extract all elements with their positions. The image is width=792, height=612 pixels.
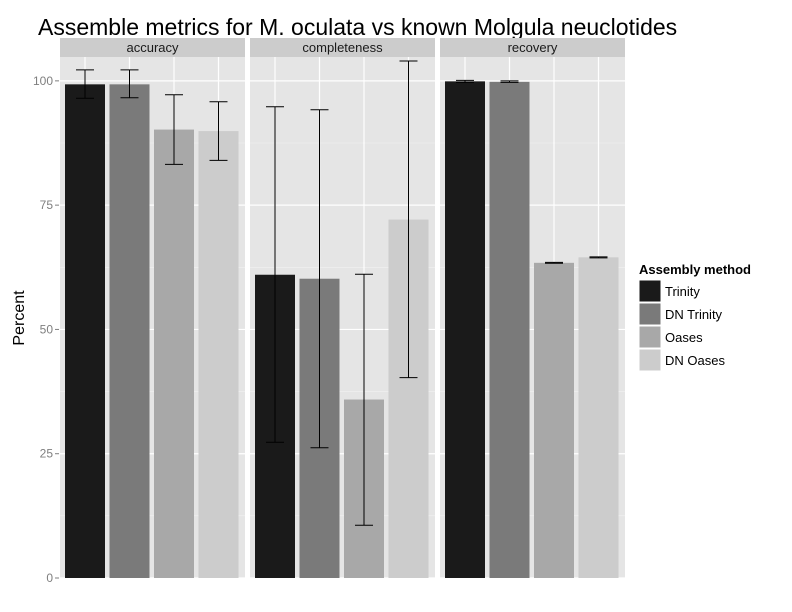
- facet-strip: [60, 38, 245, 57]
- legend-label: Trinity: [665, 284, 700, 299]
- legend-title: Assembly method: [639, 262, 751, 277]
- legend-swatch: [638, 325, 662, 349]
- facet-panel-accuracy: accuracy: [60, 38, 245, 579]
- legend-swatch: [638, 348, 662, 372]
- legend-label: DN Oases: [665, 353, 725, 368]
- legend-swatch: [638, 279, 662, 303]
- legend-swatch: [638, 302, 662, 326]
- bar-accuracy-trinity: [65, 84, 105, 578]
- facet-strip: [250, 38, 435, 57]
- y-tick-label: 50: [40, 322, 54, 336]
- y-tick-label: 0: [46, 571, 53, 585]
- bar-accuracy-oases: [154, 129, 194, 578]
- facet-strip-label: accuracy: [126, 40, 179, 55]
- y-tick-label: 25: [40, 447, 54, 461]
- facet-strip: [440, 38, 625, 57]
- y-axis-title: Percent: [11, 290, 28, 346]
- facet-strip-label: recovery: [508, 40, 558, 55]
- bar-accuracy-dn-trinity: [109, 84, 150, 578]
- y-axis: 0 25 50 75 100: [33, 74, 59, 585]
- facet-strip-label: completeness: [302, 40, 383, 55]
- legend: Assembly method Trinity DN Trinity Oases DN…: [638, 262, 751, 372]
- legend-label: Oases: [665, 330, 703, 345]
- bar-accuracy-dn-oases: [198, 131, 239, 578]
- facet-panel-recovery: recovery: [440, 38, 625, 579]
- y-tick-label: 75: [40, 198, 54, 212]
- facet-panel-completeness: completeness: [250, 38, 435, 579]
- bar-recovery-oases: [534, 262, 574, 578]
- bar-recovery-dn-oases: [578, 257, 619, 578]
- bar-recovery-trinity: [445, 81, 485, 579]
- y-tick-label: 100: [33, 74, 53, 88]
- chart-title: Assemble metrics for M. oculata vs known…: [38, 14, 677, 40]
- y-axis-title-group: Percent: [11, 290, 28, 346]
- legend-label: DN Trinity: [665, 307, 723, 322]
- bar-recovery-dn-trinity: [489, 81, 530, 578]
- facet-panels: accuracy completeness recovery: [60, 38, 625, 579]
